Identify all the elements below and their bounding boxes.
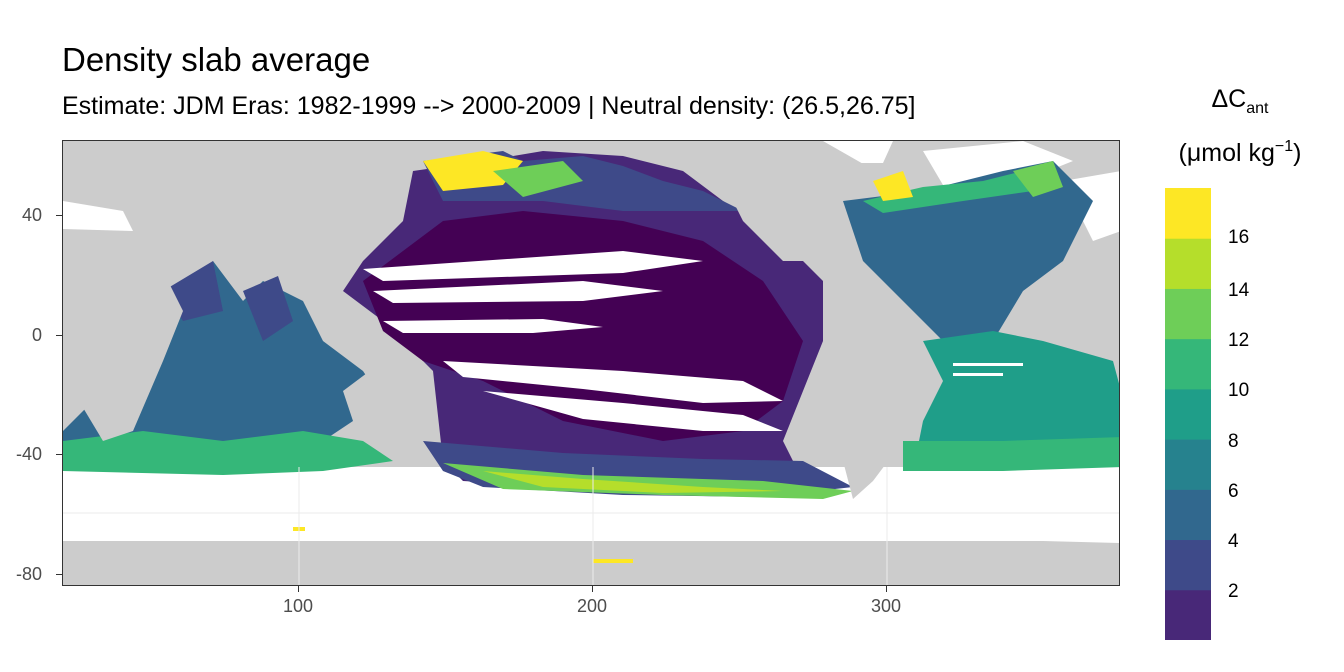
x-tick-mark — [298, 586, 299, 592]
x-tick-label: 100 — [282, 596, 314, 616]
legend-color-bin — [1165, 338, 1211, 390]
legend-color-bin — [1165, 439, 1211, 490]
legend-title: ΔCant (μmol kg−1) — [1160, 82, 1320, 170]
legend-color-bin — [1165, 188, 1211, 239]
indian-southern-band — [63, 431, 393, 475]
legend-color-bin — [1165, 238, 1211, 289]
x-tick-label: 300 — [870, 596, 902, 616]
y-tick-mark — [56, 454, 62, 455]
north-atlantic — [843, 161, 1093, 361]
legend-break-label: 14 — [1228, 280, 1250, 301]
atlantic-no-data-streaks — [953, 363, 1023, 376]
bay-of-bengal — [243, 276, 293, 341]
y-tick-label: -80 — [15, 564, 42, 584]
legend-color-bar — [1165, 188, 1211, 640]
x-tick-label: 200 — [576, 596, 608, 616]
australia-land — [343, 351, 463, 451]
south-atlantic-band — [903, 437, 1119, 471]
y-tick-mark — [56, 335, 62, 336]
legend-unit-post: ) — [1293, 139, 1302, 167]
legend-color-bin — [1165, 489, 1211, 541]
legend-unit-sup: −1 — [1274, 138, 1294, 155]
ocean-map — [63, 141, 1119, 585]
legend-break-label: 6 — [1228, 481, 1239, 502]
ross-sea-high — [593, 559, 633, 563]
west-no-data — [63, 201, 133, 231]
y-tick-label: -40 — [15, 444, 42, 464]
x-tick-mark — [886, 586, 887, 592]
map-gridlines — [63, 467, 1119, 585]
map-subtitle: Estimate: JDM Eras: 1982-1999 --> 2000-2… — [62, 92, 916, 120]
north-atlantic-green — [1013, 161, 1063, 197]
legend-unit-pre: (μmol kg — [1178, 139, 1275, 167]
legend-title-sub: ant — [1246, 100, 1269, 117]
legend-break-label: 8 — [1228, 431, 1239, 452]
pacific-no-data-streaks — [363, 251, 783, 431]
legend-title-main: ΔC — [1211, 85, 1247, 113]
labrador-high — [873, 171, 913, 201]
map-title: Density slab average — [62, 41, 371, 78]
legend-break-label: 16 — [1228, 227, 1250, 248]
map-panel — [62, 140, 1120, 586]
y-tick-label: 40 — [21, 205, 42, 225]
legend-break-label: 10 — [1228, 380, 1250, 401]
y-tick-label: 0 — [31, 325, 42, 345]
legend-color-bin — [1165, 539, 1211, 591]
legend-break-label: 2 — [1228, 581, 1239, 602]
south-pacific-yellow-band — [483, 471, 783, 493]
indian-ocean — [63, 261, 383, 471]
y-tick-mark — [56, 215, 62, 216]
legend-break-label: 4 — [1228, 531, 1239, 552]
legend-color-bin — [1165, 288, 1211, 340]
gulf-stream-band — [863, 171, 1033, 213]
legend-color-bin — [1165, 388, 1211, 440]
x-tick-mark — [592, 586, 593, 592]
legend-break-label: 12 — [1228, 330, 1250, 351]
okhotsk-high — [423, 151, 523, 191]
africa-land — [63, 241, 183, 441]
north-america-land — [703, 141, 893, 261]
y-tick-mark — [56, 574, 62, 575]
south-america-land — [823, 301, 943, 499]
kuril-band — [493, 161, 583, 197]
legend-color-bin — [1165, 589, 1211, 640]
